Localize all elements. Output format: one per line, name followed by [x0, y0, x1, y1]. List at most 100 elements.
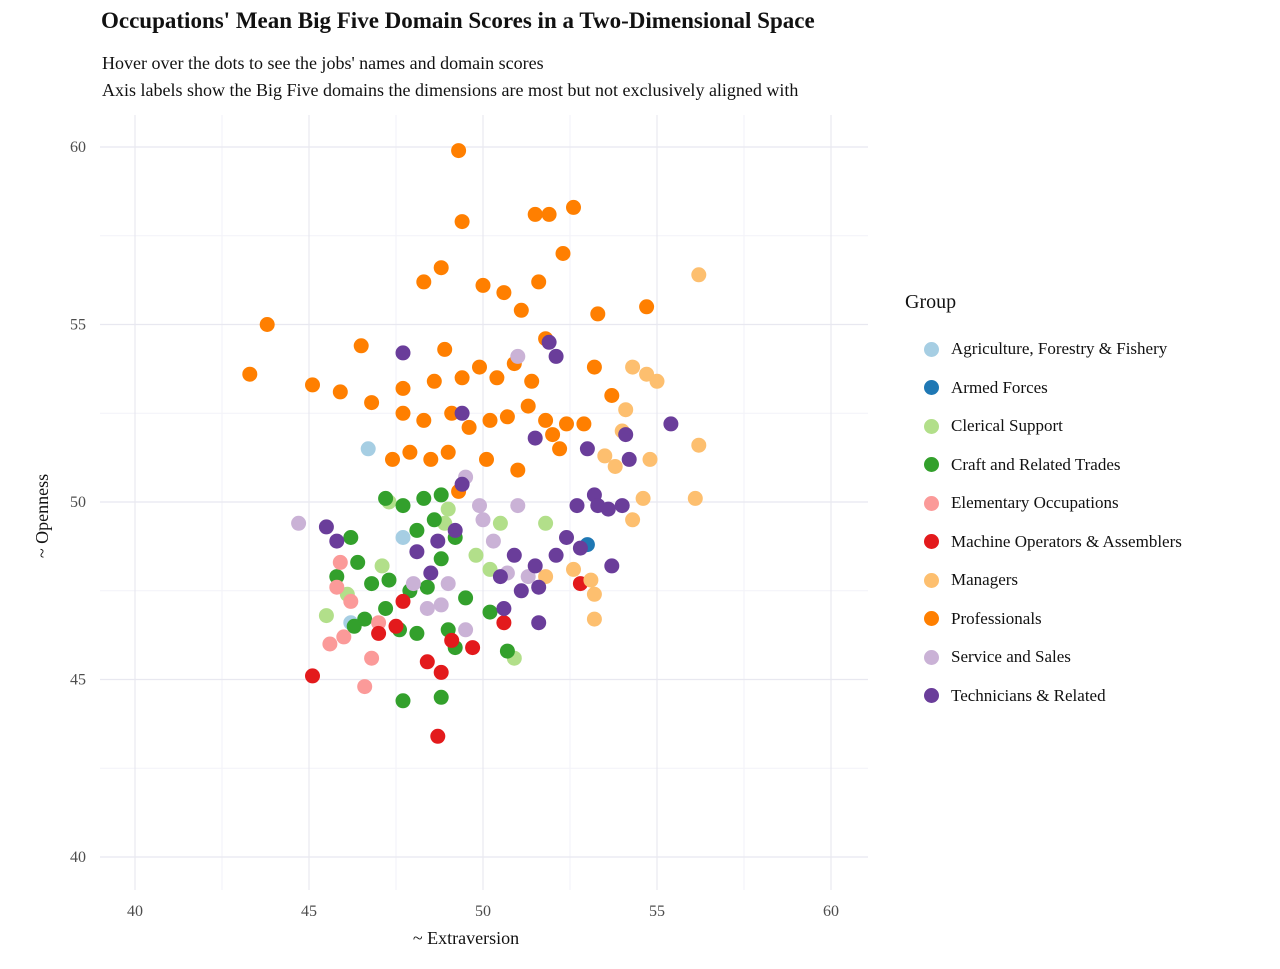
data-point[interactable]: [332, 554, 348, 570]
data-point[interactable]: [454, 370, 470, 386]
data-point[interactable]: [291, 515, 307, 531]
legend-item-agriculture-forestry-fishery[interactable]: Agriculture, Forestry & Fishery: [905, 330, 1265, 369]
data-point[interactable]: [555, 246, 571, 261]
data-point[interactable]: [524, 373, 540, 389]
data-point[interactable]: [395, 530, 411, 545]
data-point[interactable]: [440, 444, 456, 460]
data-point[interactable]: [472, 359, 487, 375]
data-point[interactable]: [242, 366, 258, 382]
data-point[interactable]: [461, 419, 477, 435]
data-point[interactable]: [388, 618, 404, 634]
data-point[interactable]: [475, 512, 491, 528]
data-point[interactable]: [496, 615, 512, 631]
data-point[interactable]: [332, 384, 348, 400]
legend-item-service-and-sales[interactable]: Service and Sales: [905, 638, 1265, 677]
data-point[interactable]: [458, 622, 474, 638]
data-point[interactable]: [395, 345, 411, 361]
data-point[interactable]: [357, 611, 373, 627]
data-point[interactable]: [492, 569, 508, 585]
data-point[interactable]: [409, 522, 425, 538]
data-point[interactable]: [426, 512, 442, 528]
data-point[interactable]: [527, 558, 543, 574]
legend-item-elementary-occupations[interactable]: Elementary Occupations: [905, 484, 1265, 523]
data-point[interactable]: [520, 569, 536, 585]
data-point[interactable]: [465, 640, 481, 656]
data-point[interactable]: [346, 618, 362, 634]
data-point[interactable]: [318, 519, 334, 535]
data-point[interactable]: [635, 490, 651, 506]
data-point[interactable]: [433, 664, 449, 680]
data-point[interactable]: [569, 498, 585, 514]
data-point[interactable]: [541, 334, 557, 350]
data-point[interactable]: [360, 441, 376, 457]
data-point[interactable]: [468, 547, 484, 563]
data-point[interactable]: [305, 377, 320, 393]
data-point[interactable]: [416, 274, 432, 290]
data-point[interactable]: [559, 416, 574, 432]
data-point[interactable]: [395, 693, 411, 709]
data-point[interactable]: [513, 583, 529, 599]
data-point[interactable]: [454, 214, 470, 230]
data-point[interactable]: [552, 441, 568, 457]
data-point[interactable]: [423, 565, 439, 581]
data-point[interactable]: [642, 451, 658, 467]
data-point[interactable]: [691, 437, 707, 453]
data-point[interactable]: [586, 611, 602, 627]
data-point[interactable]: [444, 405, 460, 421]
data-point[interactable]: [259, 317, 275, 332]
data-point[interactable]: [318, 608, 334, 624]
data-point[interactable]: [618, 402, 634, 418]
data-point[interactable]: [454, 405, 470, 421]
legend-item-craft-and-related-trades[interactable]: Craft and Related Trades: [905, 446, 1265, 485]
data-point[interactable]: [364, 395, 380, 411]
data-point[interactable]: [531, 615, 547, 631]
legend-item-machine-operators-assemblers[interactable]: Machine Operators & Assemblers: [905, 523, 1265, 562]
data-point[interactable]: [322, 636, 338, 652]
data-point[interactable]: [604, 388, 620, 403]
data-point[interactable]: [426, 373, 442, 389]
data-point[interactable]: [444, 632, 460, 648]
data-point[interactable]: [576, 416, 592, 432]
data-point[interactable]: [378, 490, 394, 506]
data-point[interactable]: [618, 427, 634, 443]
data-point[interactable]: [496, 285, 512, 301]
data-point[interactable]: [527, 206, 543, 222]
data-point[interactable]: [329, 533, 345, 549]
data-point[interactable]: [625, 512, 641, 528]
data-point[interactable]: [572, 540, 588, 556]
data-point[interactable]: [538, 412, 554, 428]
data-point[interactable]: [506, 547, 522, 563]
data-point[interactable]: [482, 412, 498, 428]
data-point[interactable]: [433, 689, 449, 705]
data-point[interactable]: [639, 299, 655, 315]
data-point[interactable]: [510, 348, 526, 364]
data-point[interactable]: [600, 501, 616, 517]
data-point[interactable]: [496, 601, 512, 616]
data-point[interactable]: [621, 451, 637, 467]
data-point[interactable]: [374, 558, 390, 574]
data-point[interactable]: [440, 501, 456, 517]
data-point[interactable]: [433, 551, 449, 567]
data-point[interactable]: [527, 430, 543, 446]
data-point[interactable]: [472, 498, 487, 514]
legend-item-clerical-support[interactable]: Clerical Support: [905, 407, 1265, 446]
data-point[interactable]: [409, 544, 425, 560]
data-point[interactable]: [416, 490, 432, 506]
data-point[interactable]: [579, 441, 595, 457]
data-point[interactable]: [475, 277, 491, 293]
data-point[interactable]: [590, 306, 606, 322]
data-point[interactable]: [499, 409, 515, 425]
data-point[interactable]: [489, 370, 505, 386]
data-point[interactable]: [430, 533, 446, 549]
data-point[interactable]: [395, 593, 411, 609]
data-point[interactable]: [364, 576, 380, 592]
data-point[interactable]: [451, 143, 467, 159]
data-point[interactable]: [482, 604, 498, 620]
data-point[interactable]: [336, 629, 352, 645]
data-point[interactable]: [538, 569, 554, 585]
data-point[interactable]: [385, 451, 400, 467]
data-point[interactable]: [423, 451, 439, 467]
data-point[interactable]: [607, 459, 623, 474]
data-point[interactable]: [371, 615, 387, 631]
data-point[interactable]: [545, 427, 561, 443]
